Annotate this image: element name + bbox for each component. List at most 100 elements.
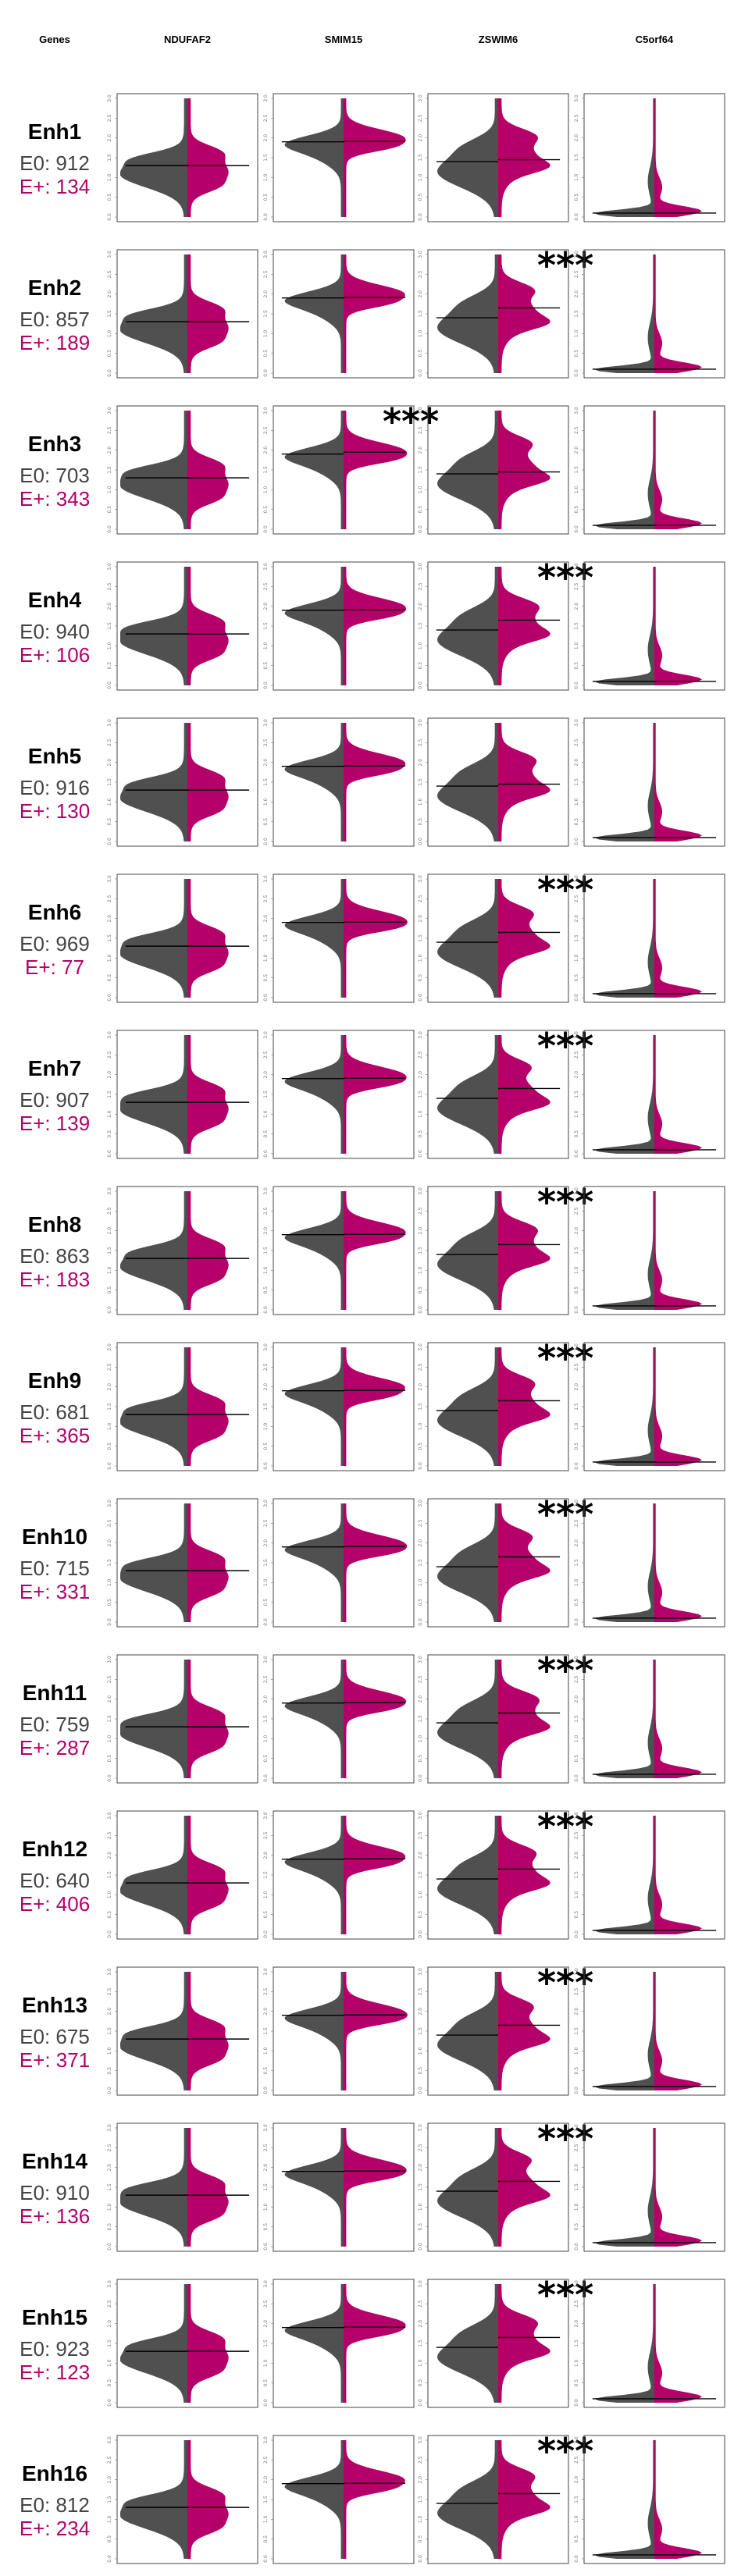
y-tick-label: 1.5 (418, 2339, 423, 2347)
violin-e0-enh10-smim15 (284, 1503, 344, 1622)
enhancer-label-13: Enh13 (22, 1993, 87, 2017)
y-tick-label: 0.5 (107, 1130, 112, 1138)
y-tick-label: 2.5 (574, 2456, 579, 2464)
y-tick-label: 1.5 (263, 1403, 269, 1411)
y-tick-label: 1.0 (263, 642, 269, 649)
y-tick-label: 1.5 (418, 154, 423, 162)
violin-e0-enh2-ndufaf2 (120, 254, 187, 373)
y-tick-label: 1.5 (263, 154, 269, 162)
y-tick-label: 0.0 (263, 525, 269, 533)
y-tick-label: 2.0 (574, 603, 579, 610)
enhancer-label-11: Enh11 (23, 1681, 87, 1705)
y-tick-label: 2.0 (107, 915, 112, 923)
y-tick-label: 0.0 (574, 1306, 579, 1314)
violin-e0-enh4-ndufaf2 (120, 567, 187, 685)
y-tick-label: 0.0 (574, 369, 579, 377)
violin-e0-enh8-c5orf64 (593, 1191, 654, 1310)
y-tick-label: 1.0 (107, 1422, 112, 1430)
y-tick-label: 0.5 (574, 974, 579, 982)
eplus-count-9: E+: 365 (20, 1424, 90, 1447)
violin-eplus-enh1-ndufaf2 (187, 98, 229, 217)
violin-eplus-enh12-smim15 (344, 1816, 406, 1934)
violin-e0-enh12-smim15 (284, 1816, 344, 1934)
violin-e0-enh14-c5orf64 (593, 2128, 654, 2247)
y-tick-label: 0.5 (574, 2535, 579, 2543)
y-tick-label: 1.0 (263, 1110, 269, 1118)
y-tick-label: 0.0 (418, 1150, 423, 1158)
y-tick-label: 3.0 (263, 1343, 269, 1351)
y-tick-label: 1.5 (574, 2496, 579, 2503)
y-tick-label: 1.0 (574, 1891, 579, 1898)
enhancer-label-1: Enh1 (28, 119, 81, 144)
violin-e0-enh12-ndufaf2 (120, 1816, 187, 1934)
y-tick-label: 0.5 (107, 194, 112, 201)
y-tick-label: 0.5 (107, 506, 112, 514)
y-tick-label: 0.0 (418, 1306, 423, 1314)
y-tick-label: 1.0 (107, 2047, 112, 2055)
e0-count-1: E0: 912 (20, 151, 90, 175)
violin-eplus-enh13-smim15 (344, 1972, 408, 2090)
violin-e0-enh1-smim15 (284, 98, 344, 217)
y-tick-label: 2.5 (107, 1831, 112, 1839)
y-tick-label: 1.0 (107, 486, 112, 493)
y-tick-label: 1.0 (107, 1110, 112, 1118)
violin-eplus-enh14-c5orf64 (654, 2128, 703, 2247)
y-tick-label: 2.0 (574, 290, 579, 298)
y-tick-label: 0.5 (263, 194, 269, 201)
y-tick-label: 2.5 (574, 582, 579, 590)
y-tick-label: 3.0 (107, 251, 112, 258)
y-tick-label: 1.5 (574, 1715, 579, 1723)
y-tick-label: 2.0 (107, 1071, 112, 1079)
y-tick-label: 2.5 (263, 582, 269, 590)
y-tick-label: 1.5 (418, 1403, 423, 1411)
y-tick-label: 1.5 (263, 2183, 269, 2191)
violin-eplus-enh7-c5orf64 (654, 1035, 703, 1154)
y-tick-label: 1.0 (418, 2359, 423, 2367)
y-tick-label: 3.0 (107, 2436, 112, 2444)
y-tick-label: 2.0 (263, 1071, 269, 1079)
significance-marker-enh6-zswim6: *** (537, 869, 593, 911)
y-tick-label: 1.0 (418, 173, 423, 181)
y-tick-label: 1.0 (107, 2203, 112, 2211)
y-tick-label: 0.0 (574, 2243, 579, 2250)
y-tick-label: 1.5 (263, 1247, 269, 1254)
y-tick-label: 3.0 (107, 1187, 112, 1195)
y-tick-label: 0.0 (418, 213, 423, 221)
y-tick-label: 1.5 (418, 1091, 423, 1098)
enhancer-label-7: Enh7 (28, 1056, 81, 1080)
y-tick-label: 0.0 (574, 2399, 579, 2407)
y-tick-label: 2.5 (574, 1831, 579, 1839)
y-tick-label: 0.5 (574, 1911, 579, 1919)
y-tick-label: 2.0 (107, 759, 112, 767)
y-tick-label: 1.0 (574, 798, 579, 806)
y-tick-label: 0.0 (418, 2399, 423, 2407)
y-tick-label: 0.5 (418, 194, 423, 201)
violin-eplus-enh5-c5orf64 (654, 723, 703, 841)
y-tick-label: 3.0 (418, 2124, 423, 2132)
e0-count-8: E0: 863 (20, 1244, 90, 1268)
violin-eplus-enh15-c5orf64 (654, 2284, 703, 2403)
y-tick-label: 0.0 (107, 1930, 112, 1938)
y-tick-label: 2.0 (263, 290, 269, 298)
y-tick-label: 2.5 (418, 1363, 423, 1371)
violin-e0-enh5-zswim6 (437, 723, 498, 841)
y-tick-label: 2.0 (263, 134, 269, 142)
y-tick-label: 0.0 (418, 838, 423, 845)
y-tick-label: 1.5 (107, 2496, 112, 2503)
violin-e0-enh16-smim15 (284, 2440, 344, 2559)
y-tick-label: 1.5 (263, 1091, 269, 1098)
y-tick-label: 0.5 (263, 1911, 269, 1919)
violin-eplus-enh2-zswim6 (498, 254, 550, 373)
y-tick-label: 0.5 (418, 974, 423, 982)
violin-eplus-enh11-c5orf64 (654, 1660, 703, 1778)
y-tick-label: 3.0 (263, 1812, 269, 1820)
y-tick-label: 1.0 (107, 1578, 112, 1586)
y-tick-label: 1.5 (107, 1091, 112, 1098)
y-tick-label: 0.5 (263, 350, 269, 358)
y-tick-label: 1.0 (574, 642, 579, 649)
violin-eplus-enh3-zswim6 (498, 411, 550, 529)
y-tick-label: 3.0 (107, 875, 112, 883)
y-tick-label: 0.0 (107, 2087, 112, 2094)
significance-marker-enh9-zswim6: *** (537, 1337, 593, 1379)
y-tick-label: 2.0 (574, 2164, 579, 2172)
